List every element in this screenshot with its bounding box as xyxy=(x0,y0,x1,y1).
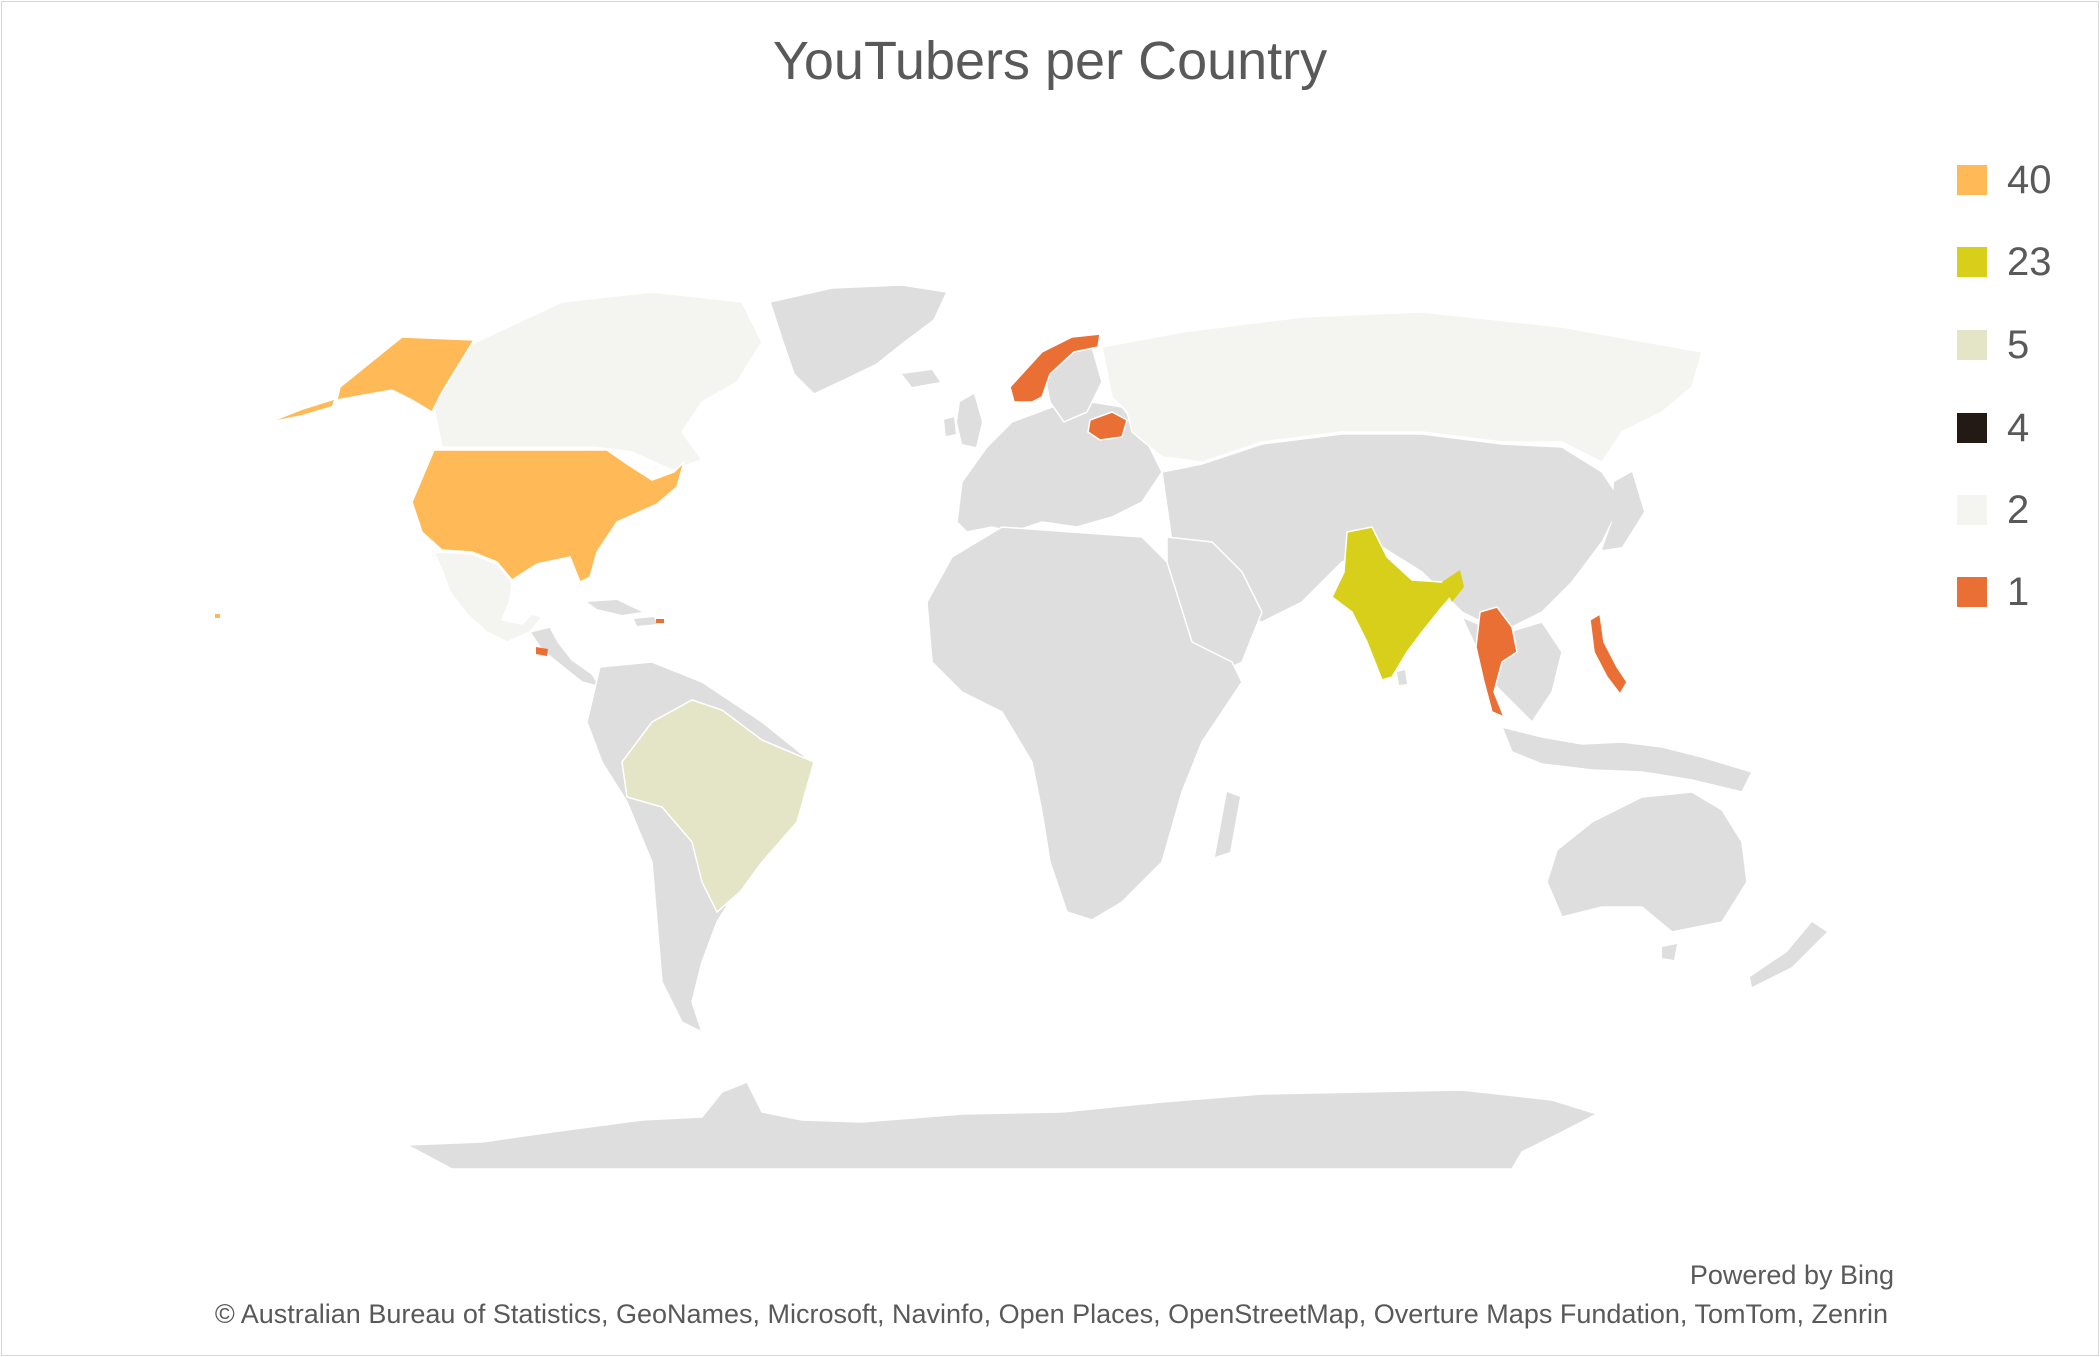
map-credits: © Australian Bureau of Statistics, GeoNa… xyxy=(214,1299,1888,1329)
legend-label: 23 xyxy=(2007,239,2052,284)
region-hispaniola[interactable] xyxy=(634,617,657,626)
region-australia[interactable] xyxy=(1546,791,1748,933)
legend-item[interactable]: 5 xyxy=(1957,317,2029,373)
region-greenland[interactable] xyxy=(769,284,949,395)
region-ireland[interactable] xyxy=(944,417,956,436)
region-new-zealand[interactable] xyxy=(1750,922,1827,987)
region-philippines[interactable] xyxy=(1589,612,1628,696)
region-antarctica[interactable] xyxy=(404,1081,1599,1170)
legend-swatch xyxy=(1957,330,1987,360)
legend-swatch xyxy=(1957,577,1987,607)
region-canada[interactable] xyxy=(431,291,763,471)
legend-item[interactable]: 23 xyxy=(1957,234,2052,290)
legend-swatch xyxy=(1957,165,1987,195)
legend-label: 1 xyxy=(2007,569,2030,614)
legend-item[interactable]: 40 xyxy=(1957,152,2052,208)
region-alaska[interactable] xyxy=(336,336,476,414)
legend-swatch xyxy=(1957,413,1987,443)
legend-item[interactable]: 2 xyxy=(1957,482,2029,538)
powered-by-text: Powered by Bing xyxy=(1689,1260,1894,1290)
region-belarus[interactable] xyxy=(1087,411,1128,441)
region-thailand[interactable] xyxy=(1475,606,1518,719)
region-iceland[interactable] xyxy=(902,370,940,387)
legend-label: 2 xyxy=(2007,487,2030,532)
region-brazil[interactable] xyxy=(621,699,815,914)
region-central-america[interactable] xyxy=(528,626,602,689)
region-bangladesh[interactable] xyxy=(1442,570,1464,602)
region-united-states[interactable] xyxy=(411,449,686,584)
region-norway[interactable] xyxy=(1009,333,1101,403)
region-el-salvador[interactable] xyxy=(536,647,548,656)
legend-swatch xyxy=(1957,495,1987,525)
region-puerto-rico[interactable] xyxy=(656,619,664,623)
legend-label: 4 xyxy=(2007,405,2030,450)
region-uk[interactable] xyxy=(957,394,982,447)
region-africa[interactable] xyxy=(926,526,1243,921)
region-hawaii[interactable] xyxy=(215,614,220,618)
region-russia[interactable] xyxy=(1101,311,1703,463)
map-title: YouTubers per Country xyxy=(772,31,1328,91)
legend-item[interactable]: 1 xyxy=(1957,564,2029,620)
region-cuba[interactable] xyxy=(587,600,642,615)
region-aleutians[interactable] xyxy=(277,400,334,420)
legend-label: 5 xyxy=(2007,322,2030,367)
region-india[interactable] xyxy=(1331,526,1459,681)
region-tasmania[interactable] xyxy=(1662,944,1677,960)
legend-label: 40 xyxy=(2007,157,2052,202)
region-madagascar[interactable] xyxy=(1215,792,1240,857)
region-japan[interactable] xyxy=(1602,472,1644,550)
legend-item[interactable]: 4 xyxy=(1957,400,2029,456)
region-indonesia[interactable] xyxy=(1500,725,1754,793)
region-mexico[interactable] xyxy=(432,551,544,643)
legend-swatch xyxy=(1957,247,1987,277)
region-sri-lanka[interactable] xyxy=(1397,670,1407,685)
